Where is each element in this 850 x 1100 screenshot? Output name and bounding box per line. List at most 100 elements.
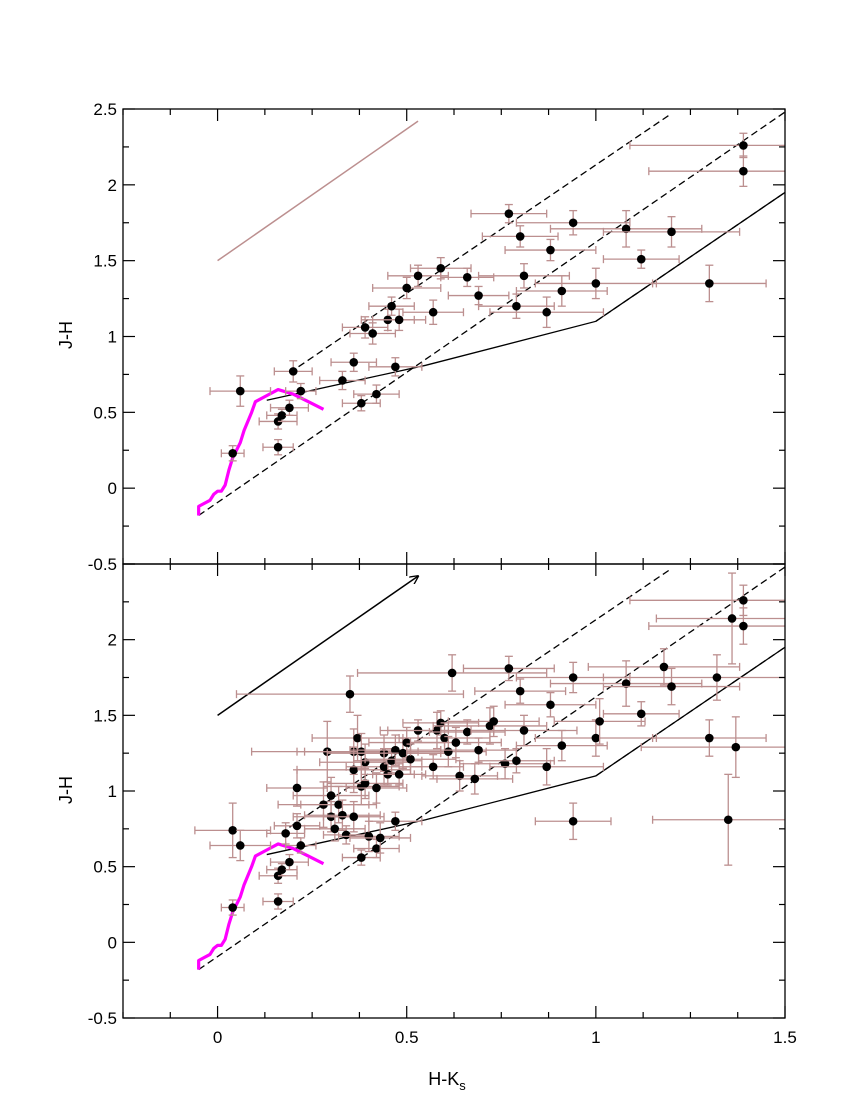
plot-area xyxy=(194,566,785,971)
data-point xyxy=(368,357,423,377)
data-marker xyxy=(462,727,472,737)
data-point xyxy=(477,747,555,774)
data-point xyxy=(651,719,767,757)
data-point xyxy=(319,370,366,391)
data-point xyxy=(440,267,495,288)
y-tick-label: -0.5 xyxy=(88,555,117,574)
y-tick-label: 2.5 xyxy=(93,100,117,119)
data-marker xyxy=(292,821,302,831)
x-axis-label-subscript: s xyxy=(459,1078,466,1093)
data-marker xyxy=(621,679,631,688)
data-point xyxy=(368,296,415,316)
data-point xyxy=(322,800,385,833)
data-point xyxy=(553,698,646,745)
data-marker xyxy=(515,686,525,696)
data-marker xyxy=(353,733,362,743)
data-marker xyxy=(281,829,290,838)
data-marker xyxy=(338,376,347,385)
top-panel: -0.5 0 0.5 1 1.5 2 2.5 xyxy=(88,100,786,574)
data-marker xyxy=(296,841,306,850)
x-tick-label: 0 xyxy=(213,1028,222,1047)
data-marker xyxy=(504,209,514,218)
data-marker xyxy=(349,765,359,775)
data-marker xyxy=(519,726,529,735)
data-marker xyxy=(372,389,381,399)
data-point xyxy=(402,754,465,780)
data-point xyxy=(602,249,680,269)
data-marker xyxy=(285,857,294,867)
data-marker xyxy=(391,362,400,372)
data-marker xyxy=(489,717,499,726)
axis-labels: J-H J-H H-Ks 0 0.5 1 1.5 xyxy=(56,321,797,1093)
data-marker xyxy=(391,745,400,755)
data-point xyxy=(602,701,680,727)
y-tick-label: 1.5 xyxy=(93,252,117,271)
reddening-band-line xyxy=(289,113,672,374)
data-point xyxy=(474,678,567,704)
reddening-band-line xyxy=(198,111,785,517)
y-tick-label: 2 xyxy=(108,631,117,650)
data-point xyxy=(285,837,317,854)
data-marker xyxy=(512,301,521,311)
data-point xyxy=(285,382,317,400)
data-marker xyxy=(273,442,283,452)
data-point xyxy=(549,660,703,707)
data-marker xyxy=(504,664,514,673)
data-marker xyxy=(357,398,366,408)
data-point xyxy=(209,375,272,407)
data-point xyxy=(266,769,328,807)
data-marker xyxy=(470,774,480,784)
data-point xyxy=(504,691,597,718)
y-tick-label: 1 xyxy=(108,328,117,347)
data-marker xyxy=(413,271,423,281)
data-marker xyxy=(357,853,366,862)
data-point xyxy=(326,767,404,800)
reddening-vector-arrow xyxy=(217,576,418,716)
y-tick-label: 0 xyxy=(108,479,117,498)
plot-area xyxy=(197,111,785,517)
data-point xyxy=(602,216,741,248)
data-point xyxy=(515,275,608,307)
x-tick-label: 1.5 xyxy=(773,1028,797,1047)
data-point xyxy=(368,726,446,759)
data-marker xyxy=(368,329,377,338)
data-marker xyxy=(462,273,472,282)
y-tick-label: 1.5 xyxy=(93,706,117,725)
data-marker xyxy=(739,621,748,631)
data-point xyxy=(273,813,321,839)
data-marker xyxy=(387,756,396,766)
data-marker xyxy=(364,832,374,841)
data-marker xyxy=(288,367,298,376)
data-marker xyxy=(440,733,449,743)
data-marker xyxy=(292,783,302,793)
y-tick-label: 1 xyxy=(108,782,117,801)
data-marker xyxy=(705,733,714,743)
data-marker xyxy=(705,279,714,288)
data-point xyxy=(534,802,612,841)
data-marker xyxy=(667,682,676,691)
data-marker xyxy=(727,614,737,623)
ctts-locus-line xyxy=(266,191,785,401)
data-point xyxy=(515,209,631,236)
data-marker xyxy=(379,762,389,772)
data-point xyxy=(372,276,442,300)
data-marker xyxy=(731,742,741,752)
data-point xyxy=(534,719,658,757)
data-point xyxy=(481,225,559,248)
data-marker xyxy=(557,741,567,750)
data-point xyxy=(534,267,658,300)
data-marker xyxy=(739,141,748,150)
data-marker xyxy=(277,865,287,874)
data-marker xyxy=(712,673,722,682)
data-point xyxy=(477,263,571,289)
plot-frame xyxy=(122,563,786,1019)
data-point xyxy=(459,747,552,780)
ctts-locus-line xyxy=(266,646,785,856)
data-marker xyxy=(444,747,453,756)
data-marker xyxy=(542,762,551,772)
data-marker xyxy=(228,903,238,912)
data-marker xyxy=(375,833,385,843)
data-point xyxy=(273,360,313,383)
data-point xyxy=(470,203,548,224)
y-axis-label-top: J-H xyxy=(56,321,76,349)
